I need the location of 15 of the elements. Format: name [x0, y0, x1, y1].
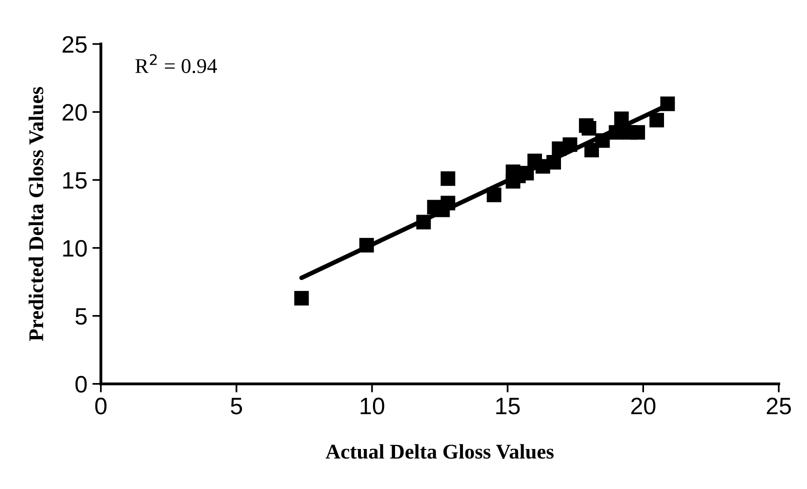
x-tick-label: 15 [496, 398, 520, 414]
y-tick-label: 25 [62, 36, 87, 53]
x-tick-label: 25 [766, 398, 791, 414]
y-tick-label: 15 [63, 172, 87, 189]
y-tick-label: 0 [75, 376, 87, 393]
x-axis-title: Actual Delta Gloss Values [326, 444, 554, 459]
x-tick-label: 20 [631, 398, 656, 414]
y-tick-label: 20 [62, 104, 87, 121]
y-tick-label: 5 [75, 308, 87, 325]
x-tick-label: 5 [230, 398, 242, 414]
annotation: R$^{2}$ = 0.94 [135, 54, 218, 74]
y-axis-title: Predicted Delta Gloss Values [28, 87, 44, 342]
x-tick-label: 0 [95, 398, 107, 414]
x-tick-label: 10 [360, 398, 384, 414]
y-tick-label: 10 [63, 240, 87, 257]
